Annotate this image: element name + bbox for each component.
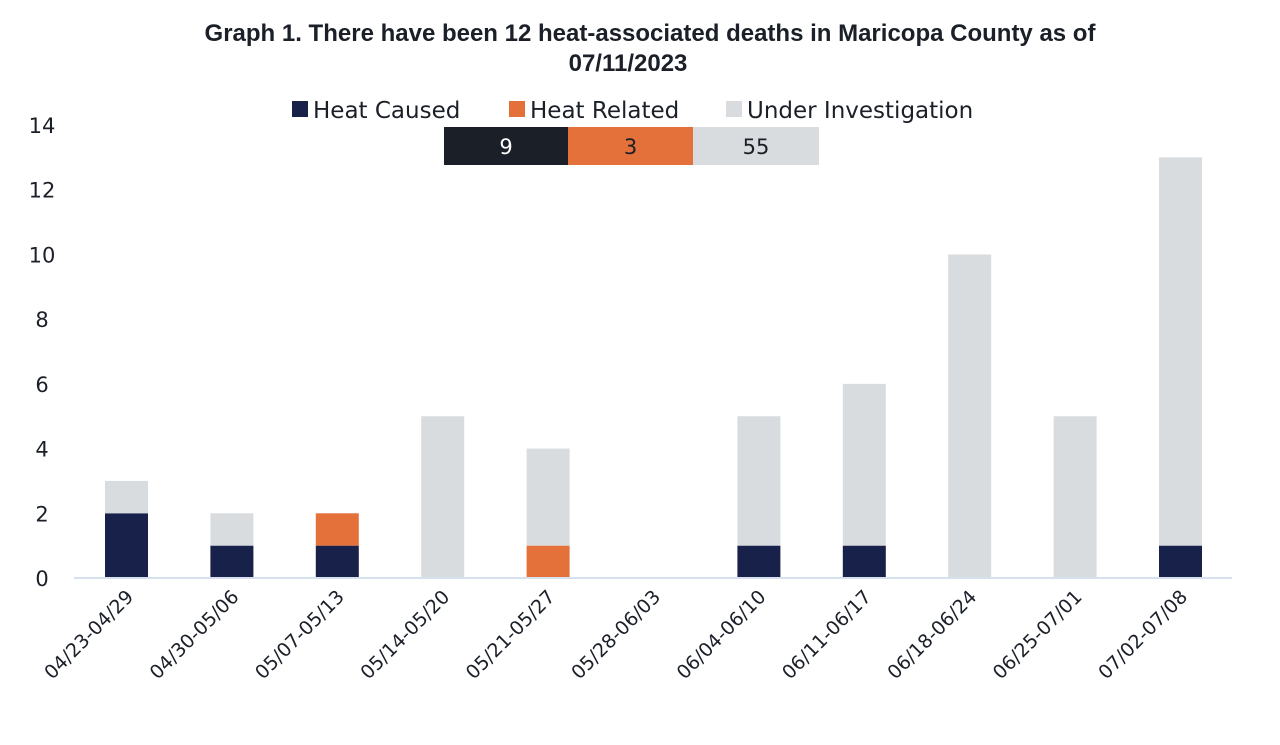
legend-swatch [726, 101, 742, 117]
x-tick-label: 06/18-06/24 [883, 586, 981, 684]
bars [105, 157, 1202, 578]
bar-under-investigation [948, 254, 992, 578]
x-tick-label: 05/28-06/03 [567, 586, 665, 684]
x-tick-label: 05/21-05/27 [462, 586, 560, 684]
bar-under-investigation [105, 480, 148, 514]
bar-heat-caused [737, 545, 781, 578]
y-tick-label: 2 [35, 502, 48, 526]
legend-swatch [509, 101, 525, 117]
bar-under-investigation [210, 513, 254, 546]
y-tick-label: 8 [35, 308, 48, 332]
legend-label: Under Investigation [747, 98, 973, 124]
legend-swatch [292, 101, 308, 117]
legend-label: Heat Related [530, 98, 679, 124]
y-tick-label: 4 [35, 438, 48, 462]
bar-heat-related [526, 545, 570, 578]
y-axis: 0 2 4 6 8 10 12 14 [29, 114, 56, 591]
summary-value: 9 [499, 135, 512, 159]
x-tick-label: 06/11-06/17 [778, 586, 876, 684]
bar-heat-caused [1159, 545, 1202, 578]
bar-under-investigation [1159, 157, 1202, 546]
bar-heat-caused [210, 545, 254, 578]
y-tick-label: 6 [35, 373, 48, 397]
x-tick-label: 05/07-05/13 [251, 586, 349, 684]
x-tick-label: 06/25-07/01 [989, 586, 1087, 684]
x-tick-label: 04/23-04/29 [40, 586, 138, 684]
summary-segment [693, 127, 819, 165]
summary-value: 55 [743, 135, 770, 159]
bar-under-investigation [842, 383, 886, 546]
summary-segment [568, 127, 693, 165]
legend: Heat Caused Heat Related Under Investigati… [292, 98, 973, 124]
x-axis-labels: 04/23-04/29 04/30-05/06 05/07-05/13 05/14-0… [40, 586, 1192, 684]
bar-heat-caused [842, 545, 886, 578]
chart-title-line2: 07/11/2023 [569, 50, 688, 77]
bar-under-investigation [526, 448, 570, 546]
bar-under-investigation [737, 416, 781, 546]
chart-title-line1: Graph 1. There have been 12 heat-associa… [205, 20, 1097, 47]
y-tick-label: 14 [29, 114, 56, 138]
x-tick-label: 04/30-05/06 [146, 586, 244, 684]
bar-under-investigation [1053, 416, 1097, 578]
y-tick-label: 12 [29, 179, 56, 203]
bar-heat-caused [315, 545, 359, 578]
bar-heat-related [315, 513, 359, 546]
summary-strip: 9 3 55 [444, 127, 819, 165]
bar-heat-caused [105, 513, 148, 578]
x-tick-label: 05/14-05/20 [356, 586, 454, 684]
legend-label: Heat Caused [313, 98, 460, 124]
x-tick-label: 07/02-07/08 [1094, 586, 1192, 684]
y-tick-label: 0 [35, 567, 48, 591]
bar-under-investigation [421, 416, 465, 578]
summary-segment [444, 127, 568, 165]
summary-value: 3 [624, 135, 637, 159]
x-tick-label: 06/04-06/10 [673, 586, 771, 684]
y-tick-label: 10 [29, 243, 56, 267]
